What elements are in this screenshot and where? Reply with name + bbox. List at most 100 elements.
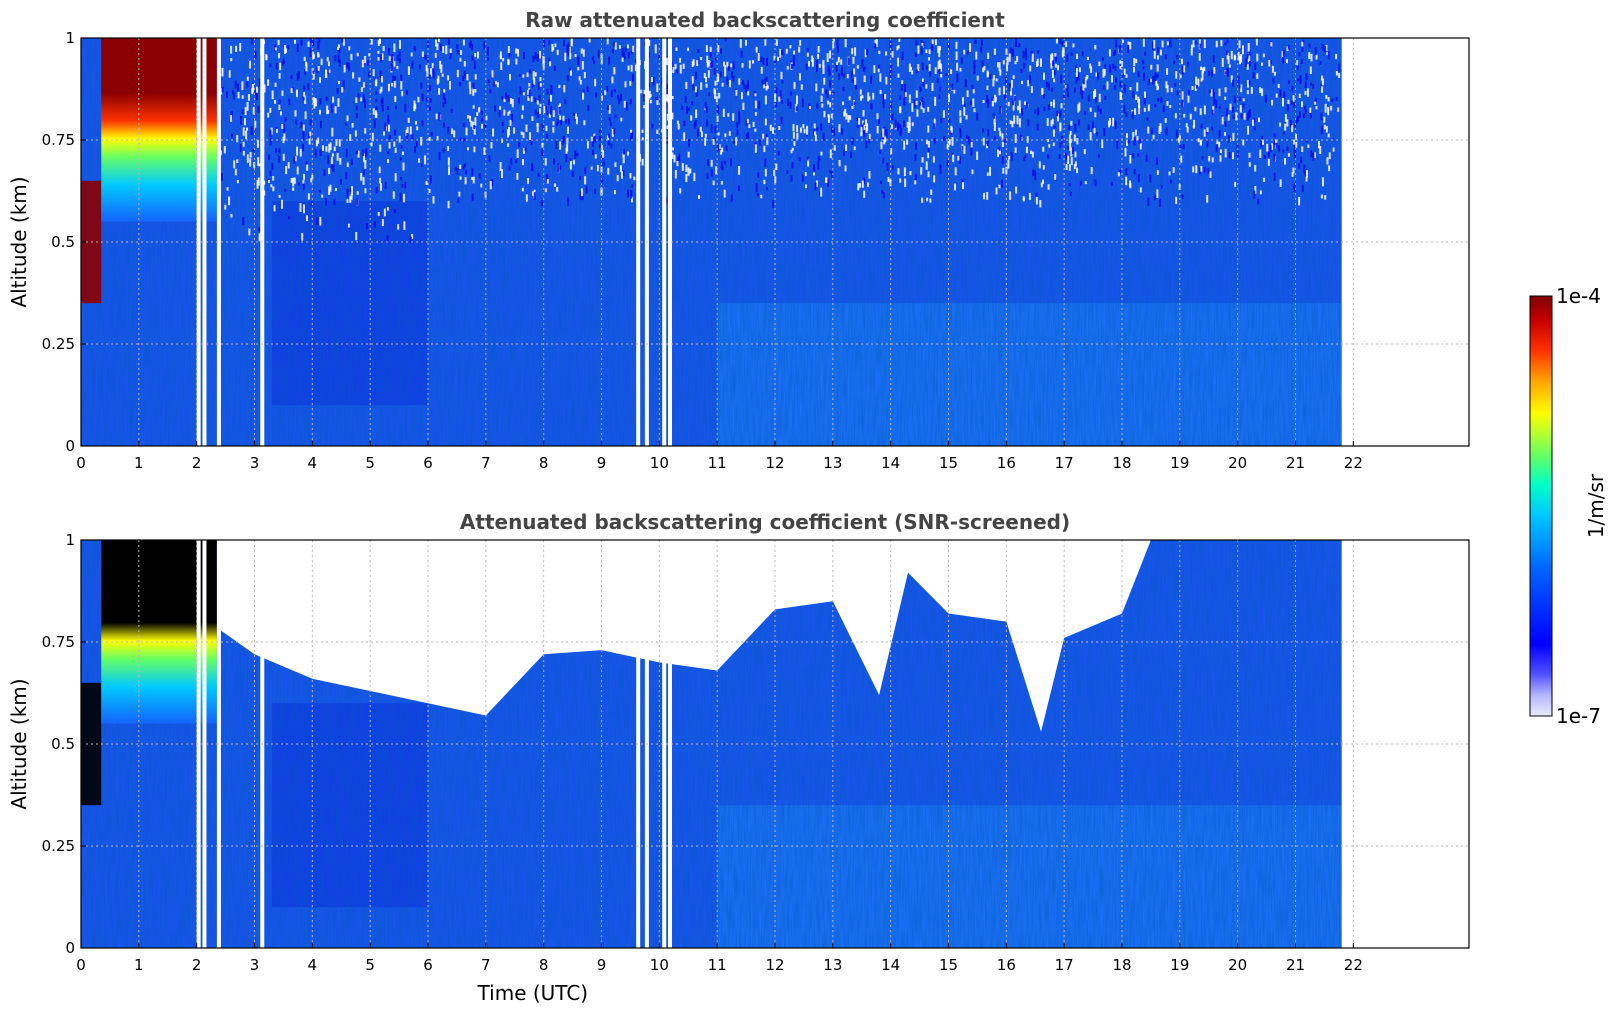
speckle (246, 127, 249, 131)
speckle (1143, 96, 1146, 105)
speckle (447, 75, 450, 81)
speckle (302, 173, 305, 180)
speckle (1293, 149, 1296, 159)
speckle (486, 46, 489, 56)
speckle (986, 70, 989, 78)
speckle (1261, 88, 1264, 97)
speckle (1170, 87, 1173, 93)
x-tick-label: 4 (308, 454, 318, 472)
speckle (399, 192, 402, 202)
speckle (805, 63, 808, 71)
speckle (695, 109, 698, 119)
x-tick-label: 1 (134, 454, 144, 472)
speckle (413, 146, 416, 153)
x-tick-label: 9 (597, 956, 607, 974)
speckle (411, 233, 414, 240)
speckle (1279, 89, 1282, 98)
speckle (630, 64, 633, 72)
speckle (678, 153, 681, 161)
speckle (961, 179, 964, 183)
speckle (1018, 100, 1021, 107)
speckle (970, 147, 973, 156)
speckle (1228, 64, 1231, 68)
speckle (827, 65, 830, 73)
speckle (721, 147, 724, 153)
speckle (254, 87, 257, 96)
speckle (829, 149, 832, 159)
speckle (582, 88, 585, 93)
speckle (634, 62, 637, 72)
speckle (740, 92, 743, 100)
speckle (509, 98, 512, 105)
speckle (288, 98, 291, 106)
speckle (1271, 143, 1274, 150)
speckle (630, 132, 633, 139)
speckle (822, 132, 825, 141)
speckle (998, 184, 1001, 189)
speckle (502, 129, 505, 134)
speckle (732, 61, 735, 70)
speckle (938, 48, 941, 58)
speckle (590, 166, 593, 170)
speckle (922, 80, 925, 88)
speckle (1298, 52, 1301, 57)
speckle (796, 125, 799, 133)
speckle (697, 59, 700, 64)
speckle (1047, 184, 1050, 190)
speckle (418, 158, 421, 163)
speckle (847, 57, 850, 65)
speckle (1273, 140, 1276, 146)
speckle (1009, 47, 1012, 55)
speckle (1240, 84, 1243, 93)
speckle (462, 39, 465, 46)
speckle (462, 165, 465, 170)
speckle (1179, 74, 1182, 78)
speckle (355, 113, 358, 119)
speckle (290, 74, 293, 79)
speckle (897, 168, 900, 175)
speckle (1225, 50, 1228, 56)
speckle (992, 75, 995, 80)
speckle (593, 133, 596, 137)
speckle (1094, 112, 1097, 118)
speckle (1106, 81, 1109, 90)
speckle (330, 104, 333, 113)
speckle (357, 150, 360, 158)
no-data-region (1341, 540, 1469, 948)
raw-x-ticks: 0 1 2 3 4 5 6 7 8 9 10 11 12 13 14 15 16 17 18 19 20 21 22 (76, 441, 1363, 472)
speckle (394, 147, 397, 154)
speckle (1284, 123, 1287, 131)
speckle (342, 79, 345, 89)
x-tick-label: 11 (708, 956, 727, 974)
speckle (1307, 144, 1310, 148)
speckle (1327, 133, 1330, 138)
speckle (922, 100, 925, 107)
y-tick-label: 0.75 (42, 633, 75, 651)
speckle (1179, 144, 1182, 149)
speckle (613, 88, 616, 93)
speckle (862, 67, 865, 72)
speckle (500, 169, 503, 179)
speckle (379, 144, 382, 152)
speckle (781, 80, 784, 84)
speckle (362, 153, 365, 163)
speckle (400, 80, 403, 90)
speckle (270, 127, 273, 135)
speckle (1224, 71, 1227, 75)
speckle (399, 157, 402, 161)
speckle (1324, 195, 1327, 200)
speckle (1281, 50, 1284, 59)
speckle (429, 97, 432, 103)
speckle (685, 164, 688, 172)
speckle (1030, 86, 1033, 94)
speckle (1327, 106, 1330, 116)
speckle (973, 60, 976, 69)
speckle (1031, 151, 1034, 158)
speckle (1125, 167, 1128, 175)
speckle (1156, 73, 1159, 78)
speckle (1168, 171, 1171, 176)
speckle (295, 119, 298, 125)
speckle (520, 131, 523, 135)
data-gap (202, 38, 207, 446)
speckle (283, 133, 286, 141)
